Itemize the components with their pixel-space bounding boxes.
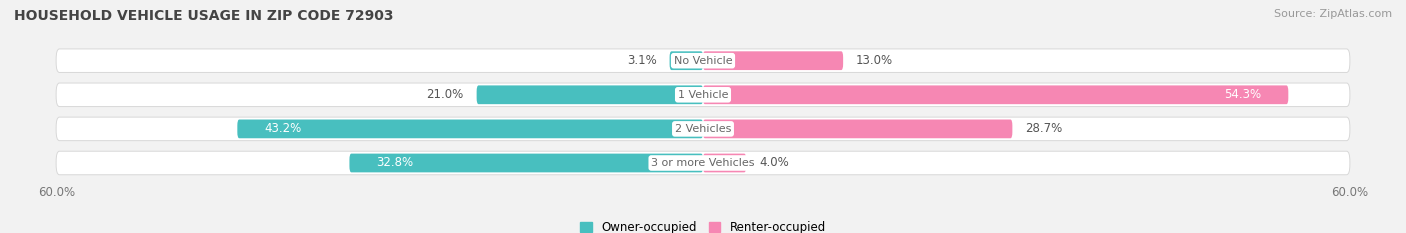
Text: 43.2%: 43.2% [264, 122, 301, 135]
Text: 21.0%: 21.0% [426, 88, 464, 101]
Text: Source: ZipAtlas.com: Source: ZipAtlas.com [1274, 9, 1392, 19]
FancyBboxPatch shape [238, 120, 703, 138]
FancyBboxPatch shape [350, 154, 703, 172]
Text: 28.7%: 28.7% [1025, 122, 1063, 135]
Legend: Owner-occupied, Renter-occupied: Owner-occupied, Renter-occupied [575, 216, 831, 233]
FancyBboxPatch shape [703, 51, 844, 70]
FancyBboxPatch shape [56, 117, 1350, 141]
Text: No Vehicle: No Vehicle [673, 56, 733, 66]
Text: 1 Vehicle: 1 Vehicle [678, 90, 728, 100]
Text: 32.8%: 32.8% [377, 157, 413, 169]
Text: 3.1%: 3.1% [627, 54, 657, 67]
FancyBboxPatch shape [477, 86, 703, 104]
Text: 13.0%: 13.0% [856, 54, 893, 67]
Text: HOUSEHOLD VEHICLE USAGE IN ZIP CODE 72903: HOUSEHOLD VEHICLE USAGE IN ZIP CODE 7290… [14, 9, 394, 23]
FancyBboxPatch shape [56, 83, 1350, 106]
Text: 3 or more Vehicles: 3 or more Vehicles [651, 158, 755, 168]
FancyBboxPatch shape [56, 151, 1350, 175]
FancyBboxPatch shape [669, 51, 703, 70]
Text: 54.3%: 54.3% [1225, 88, 1261, 101]
FancyBboxPatch shape [56, 49, 1350, 72]
FancyBboxPatch shape [703, 86, 1288, 104]
Text: 4.0%: 4.0% [759, 157, 789, 169]
Text: 2 Vehicles: 2 Vehicles [675, 124, 731, 134]
FancyBboxPatch shape [703, 120, 1012, 138]
FancyBboxPatch shape [703, 154, 747, 172]
